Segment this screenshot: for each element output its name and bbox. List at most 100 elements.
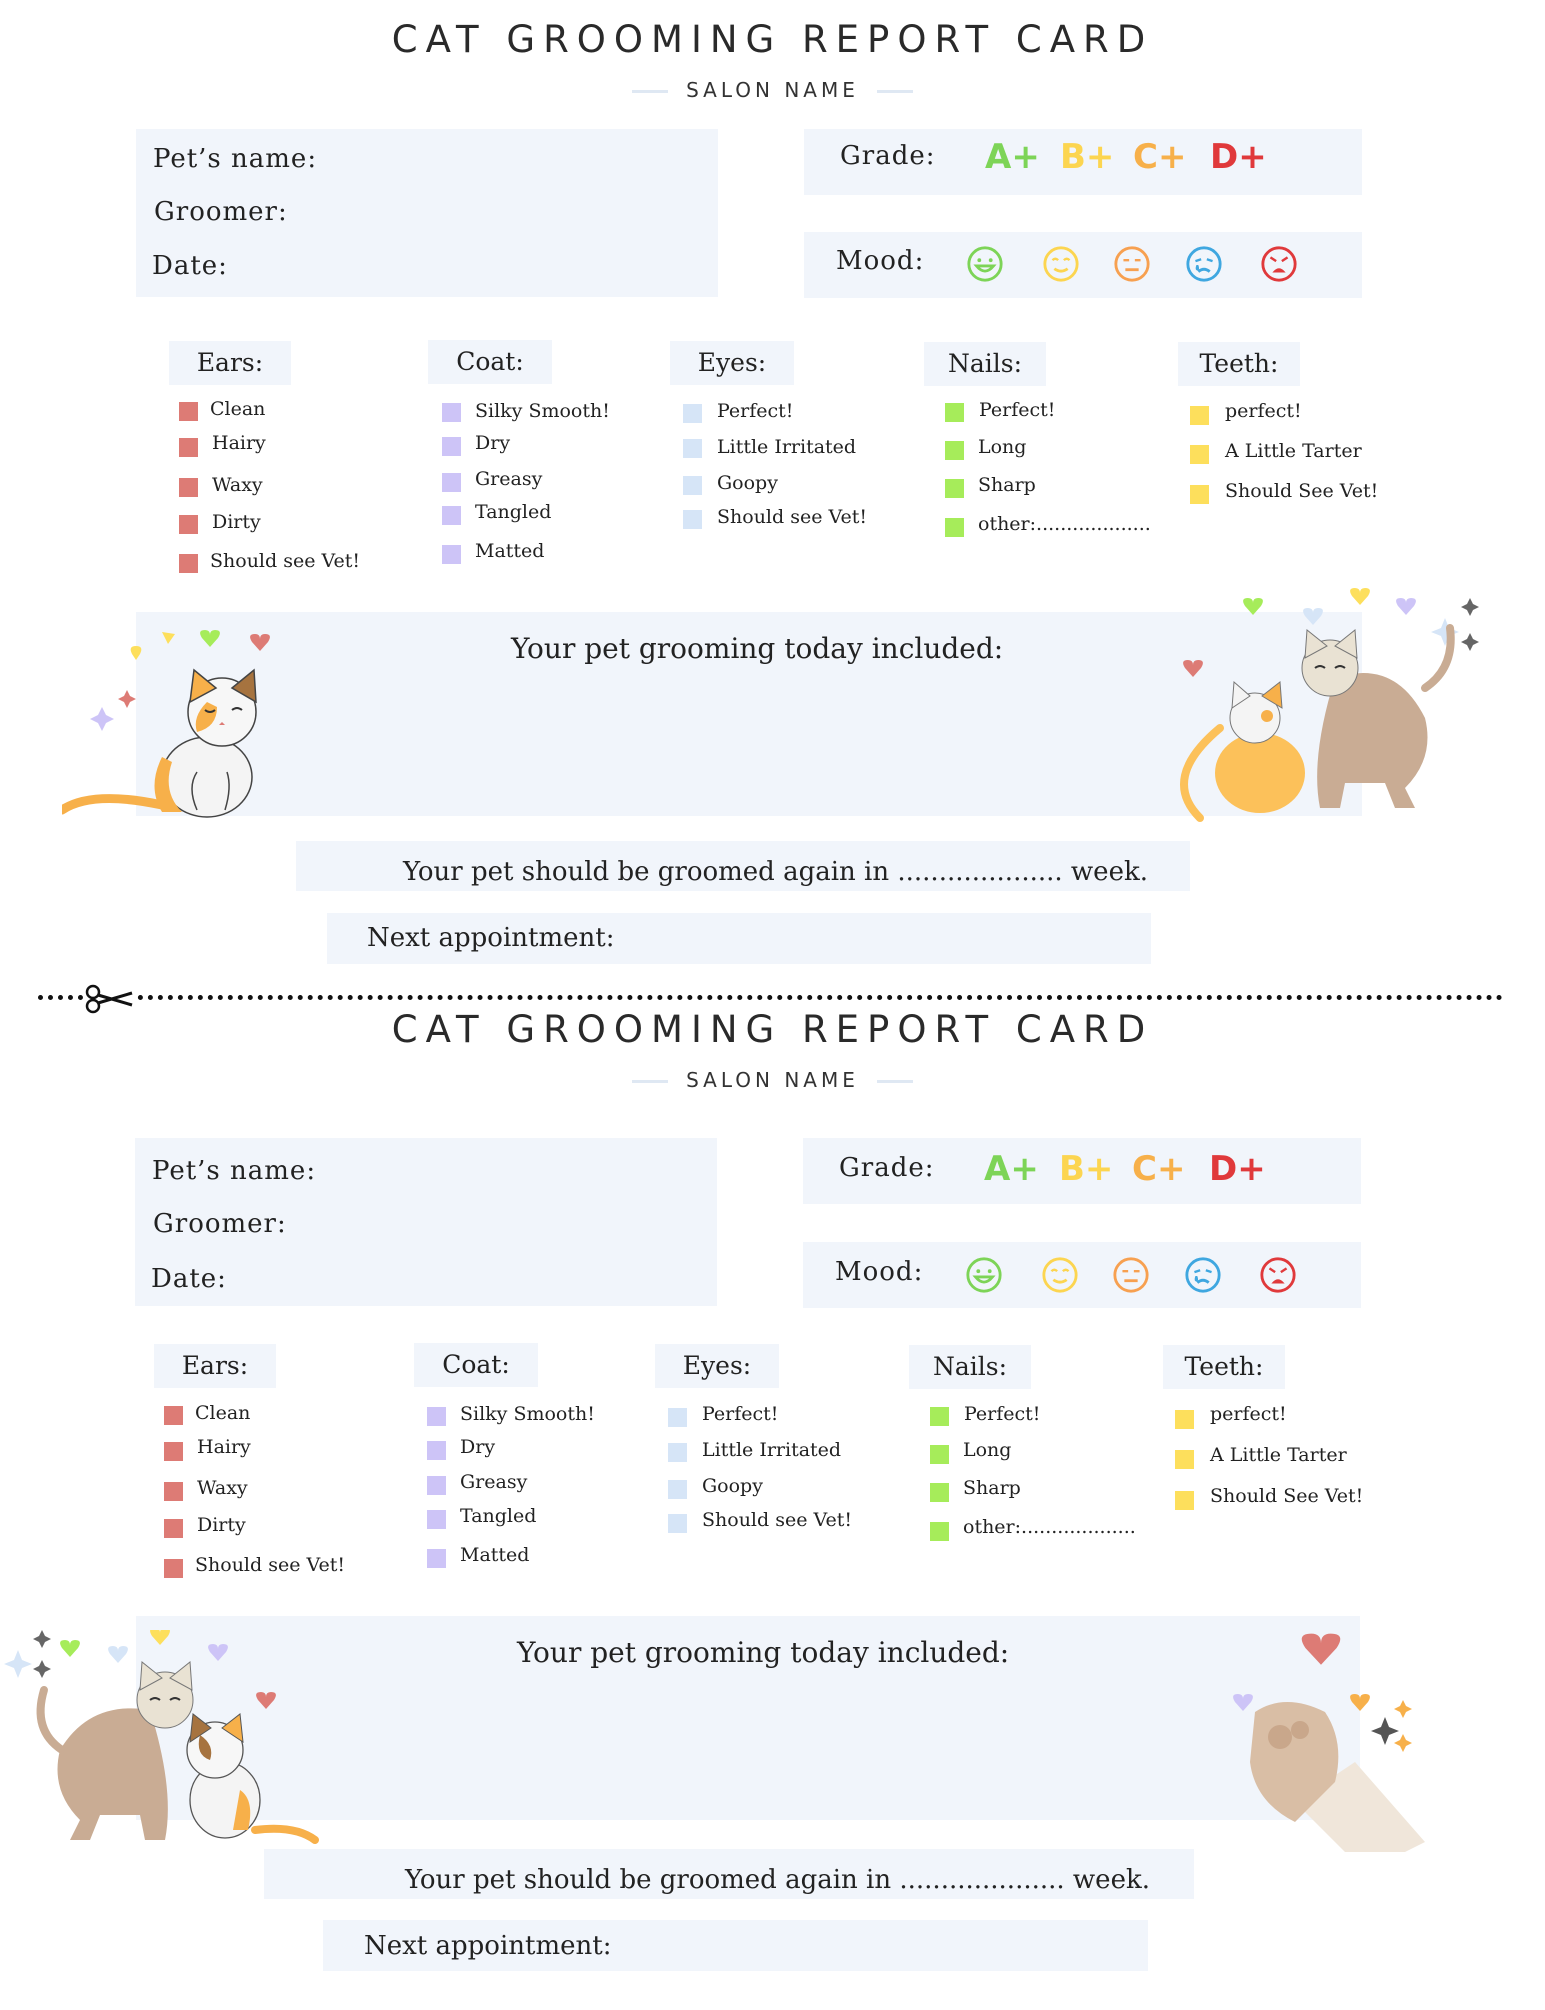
salon-name: SALON NAME	[0, 78, 1545, 102]
grade-c-plus[interactable]: C+	[1133, 137, 1187, 177]
mood-label: Mood:	[835, 1257, 924, 1287]
teeth-checkbox-should-see-vet[interactable]	[1190, 485, 1209, 504]
ears-heading: Ears:	[169, 341, 291, 385]
teeth-option-little-tarter: A Little Tarter	[1210, 1444, 1347, 1466]
teeth-option-perfect: perfect!	[1225, 400, 1302, 422]
ears-checkbox-hairy[interactable]	[179, 438, 198, 457]
scissors-icon	[84, 984, 134, 1014]
next-appointment-box[interactable]	[327, 913, 1151, 964]
ears-checkbox-hairy[interactable]	[164, 1442, 183, 1461]
eyes-checkbox-should-see-vet[interactable]	[668, 1514, 687, 1533]
coat-checkbox-tangled[interactable]	[427, 1510, 446, 1529]
report-card-1: CAT GROOMING REPORT CARD SALON NAME Pet’…	[0, 0, 1545, 1000]
ears-checkbox-dirty[interactable]	[164, 1519, 183, 1538]
ears-checkbox-waxy[interactable]	[179, 478, 198, 497]
coat-checkbox-matted[interactable]	[427, 1549, 446, 1568]
card-title: CAT GROOMING REPORT CARD	[391, 18, 1154, 61]
angry-face-icon[interactable]	[1260, 245, 1298, 283]
happy-face-icon[interactable]	[966, 245, 1004, 283]
teeth-checkbox-perfect[interactable]	[1190, 406, 1209, 425]
ears-checkbox-dirty[interactable]	[179, 515, 198, 534]
eyes-checkbox-perfect[interactable]	[683, 404, 702, 423]
meh-face-icon[interactable]	[1112, 1256, 1150, 1294]
grade-c-plus[interactable]: C+	[1132, 1149, 1186, 1189]
grade-a-plus[interactable]: A+	[984, 1149, 1039, 1189]
next-appointment-box[interactable]	[323, 1920, 1148, 1971]
teeth-checkbox-little-tarter[interactable]	[1175, 1450, 1194, 1469]
groomer-field[interactable]: Groomer:	[153, 1209, 287, 1239]
groom-again-box[interactable]	[264, 1849, 1194, 1899]
nails-checkbox-other[interactable]	[945, 518, 964, 537]
cat-illustration	[1180, 588, 1479, 822]
crying-face-icon[interactable]	[1184, 1256, 1222, 1294]
eyes-heading: Eyes:	[655, 1344, 779, 1388]
angry-face-icon[interactable]	[1259, 1256, 1297, 1294]
crying-face-icon[interactable]	[1185, 245, 1223, 283]
date-field[interactable]: Date:	[152, 251, 228, 281]
grade-b-plus[interactable]: B+	[1060, 137, 1115, 177]
nails-heading: Nails:	[924, 342, 1046, 386]
eyes-checkbox-perfect[interactable]	[668, 1408, 687, 1427]
eyes-checkbox-little-irritated[interactable]	[683, 439, 702, 458]
groom-again-text: Your pet should be groomed again in ....…	[405, 1865, 1150, 1895]
eyes-option-perfect: Perfect!	[702, 1403, 779, 1425]
coat-checkbox-greasy[interactable]	[442, 473, 461, 492]
report-card-2: CAT GROOMING REPORT CARD SALON NAME Pet’…	[0, 1008, 1545, 2010]
nails-checkbox-long[interactable]	[945, 441, 964, 460]
nails-option-other: other:...................	[963, 1516, 1136, 1538]
ears-checkbox-should-see-vet[interactable]	[164, 1559, 183, 1578]
ears-checkbox-waxy[interactable]	[164, 1482, 183, 1501]
happy-face-icon[interactable]	[965, 1256, 1003, 1294]
eyes-checkbox-should-see-vet[interactable]	[683, 510, 702, 529]
next-appointment-label: Next appointment:	[367, 923, 615, 953]
coat-checkbox-silky-smooth[interactable]	[442, 403, 461, 422]
nails-checkbox-perfect[interactable]	[945, 403, 964, 422]
coat-checkbox-greasy[interactable]	[427, 1476, 446, 1495]
nails-checkbox-other[interactable]	[930, 1522, 949, 1541]
pet-name-field[interactable]: Pet’s name:	[152, 1156, 317, 1186]
ears-option-hairy: Hairy	[197, 1436, 251, 1458]
teeth-checkbox-should-see-vet[interactable]	[1175, 1491, 1194, 1510]
neutral-face-icon[interactable]	[1041, 1256, 1079, 1294]
cut-line	[38, 995, 1503, 1000]
grade-box	[803, 1138, 1361, 1204]
coat-checkbox-matted[interactable]	[442, 545, 461, 564]
meh-face-icon[interactable]	[1113, 245, 1151, 283]
included-box[interactable]	[136, 612, 1362, 816]
nails-checkbox-sharp[interactable]	[930, 1483, 949, 1502]
nails-checkbox-sharp[interactable]	[945, 479, 964, 498]
coat-option-greasy: Greasy	[475, 468, 543, 490]
neutral-face-icon[interactable]	[1042, 245, 1080, 283]
grade-b-plus[interactable]: B+	[1059, 1149, 1114, 1189]
nails-checkbox-long[interactable]	[930, 1445, 949, 1464]
coat-checkbox-dry[interactable]	[442, 437, 461, 456]
ears-checkbox-clean[interactable]	[179, 402, 198, 421]
coat-option-greasy: Greasy	[460, 1471, 528, 1493]
grade-d-plus[interactable]: D+	[1209, 1149, 1266, 1189]
coat-checkbox-tangled[interactable]	[442, 506, 461, 525]
coat-checkbox-silky-smooth[interactable]	[427, 1407, 446, 1426]
eyes-checkbox-goopy[interactable]	[683, 476, 702, 495]
coat-checkbox-dry[interactable]	[427, 1441, 446, 1460]
date-field[interactable]: Date:	[151, 1264, 227, 1294]
grade-d-plus[interactable]: D+	[1210, 137, 1267, 177]
grade-a-plus[interactable]: A+	[985, 137, 1040, 177]
ears-option-waxy: Waxy	[197, 1477, 248, 1499]
coat-option-tangled: Tangled	[475, 501, 552, 523]
ears-checkbox-should-see-vet[interactable]	[179, 554, 198, 573]
teeth-checkbox-perfect[interactable]	[1175, 1410, 1194, 1429]
pet-name-field[interactable]: Pet’s name:	[153, 144, 318, 174]
eyes-checkbox-goopy[interactable]	[668, 1480, 687, 1499]
nails-checkbox-perfect[interactable]	[930, 1407, 949, 1426]
included-box[interactable]	[136, 1616, 1360, 1820]
eyes-checkbox-little-irritated[interactable]	[668, 1443, 687, 1462]
groomer-field[interactable]: Groomer:	[154, 197, 288, 227]
nails-heading: Nails:	[909, 1345, 1031, 1389]
ears-option-clean: Clean	[195, 1402, 251, 1424]
teeth-checkbox-little-tarter[interactable]	[1190, 445, 1209, 464]
ears-checkbox-clean[interactable]	[164, 1406, 183, 1425]
coat-option-silky-smooth: Silky Smooth!	[475, 400, 610, 422]
cat-illustration	[4, 1630, 319, 1844]
ears-heading: Ears:	[154, 1344, 276, 1388]
groom-again-box[interactable]	[296, 841, 1190, 891]
